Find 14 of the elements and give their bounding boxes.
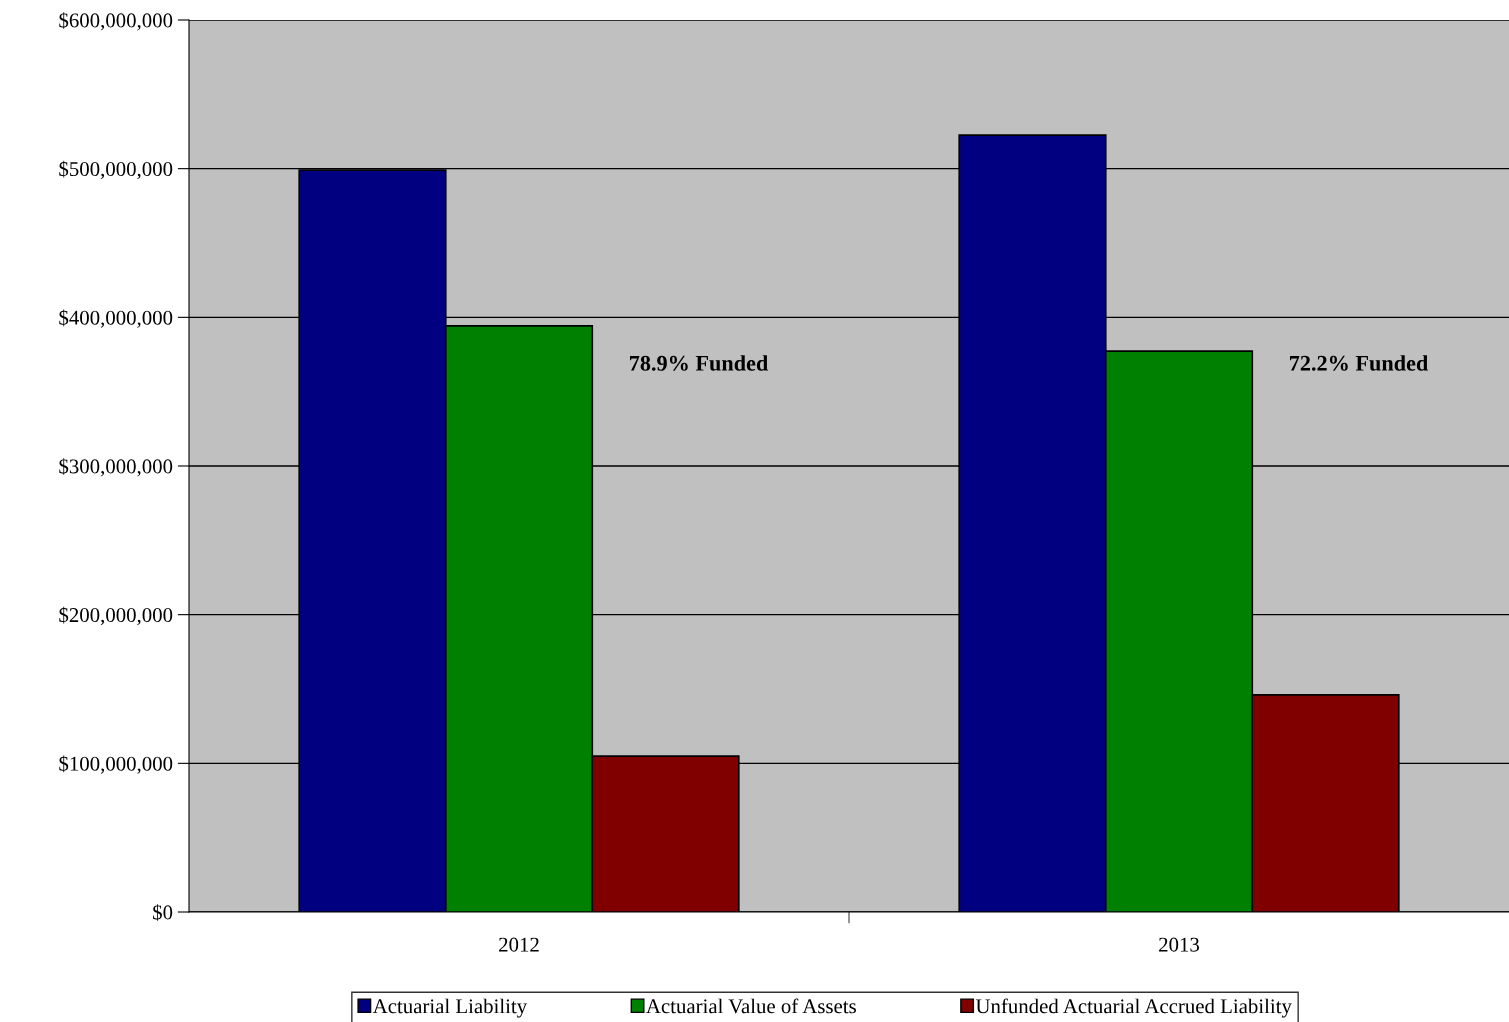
y-tick-label: $200,000,000 xyxy=(59,606,173,626)
legend-label: Actuarial Value of Assets xyxy=(646,998,856,1014)
y-tick-label: $600,000,000 xyxy=(59,12,173,31)
y-tick-label: $0 xyxy=(153,904,173,921)
y-tick-label: $400,000,000 xyxy=(59,309,173,328)
x-tick-label: 2012 xyxy=(499,937,539,952)
legend-label: Unfunded Actuarial Accrued Liability xyxy=(975,998,1292,1018)
legend-label: Actuarial Liability xyxy=(372,998,528,1018)
y-tick-label: $300,000,000 xyxy=(59,458,173,477)
y-tick-label: $100,000,000 xyxy=(59,755,173,774)
annotation: 78.9% Funded xyxy=(630,355,769,371)
x-tick-label: 2013 xyxy=(1159,937,1200,952)
annotation: 72.2% Funded xyxy=(1290,355,1429,371)
y-tick-label: $500,000,000 xyxy=(59,160,173,180)
